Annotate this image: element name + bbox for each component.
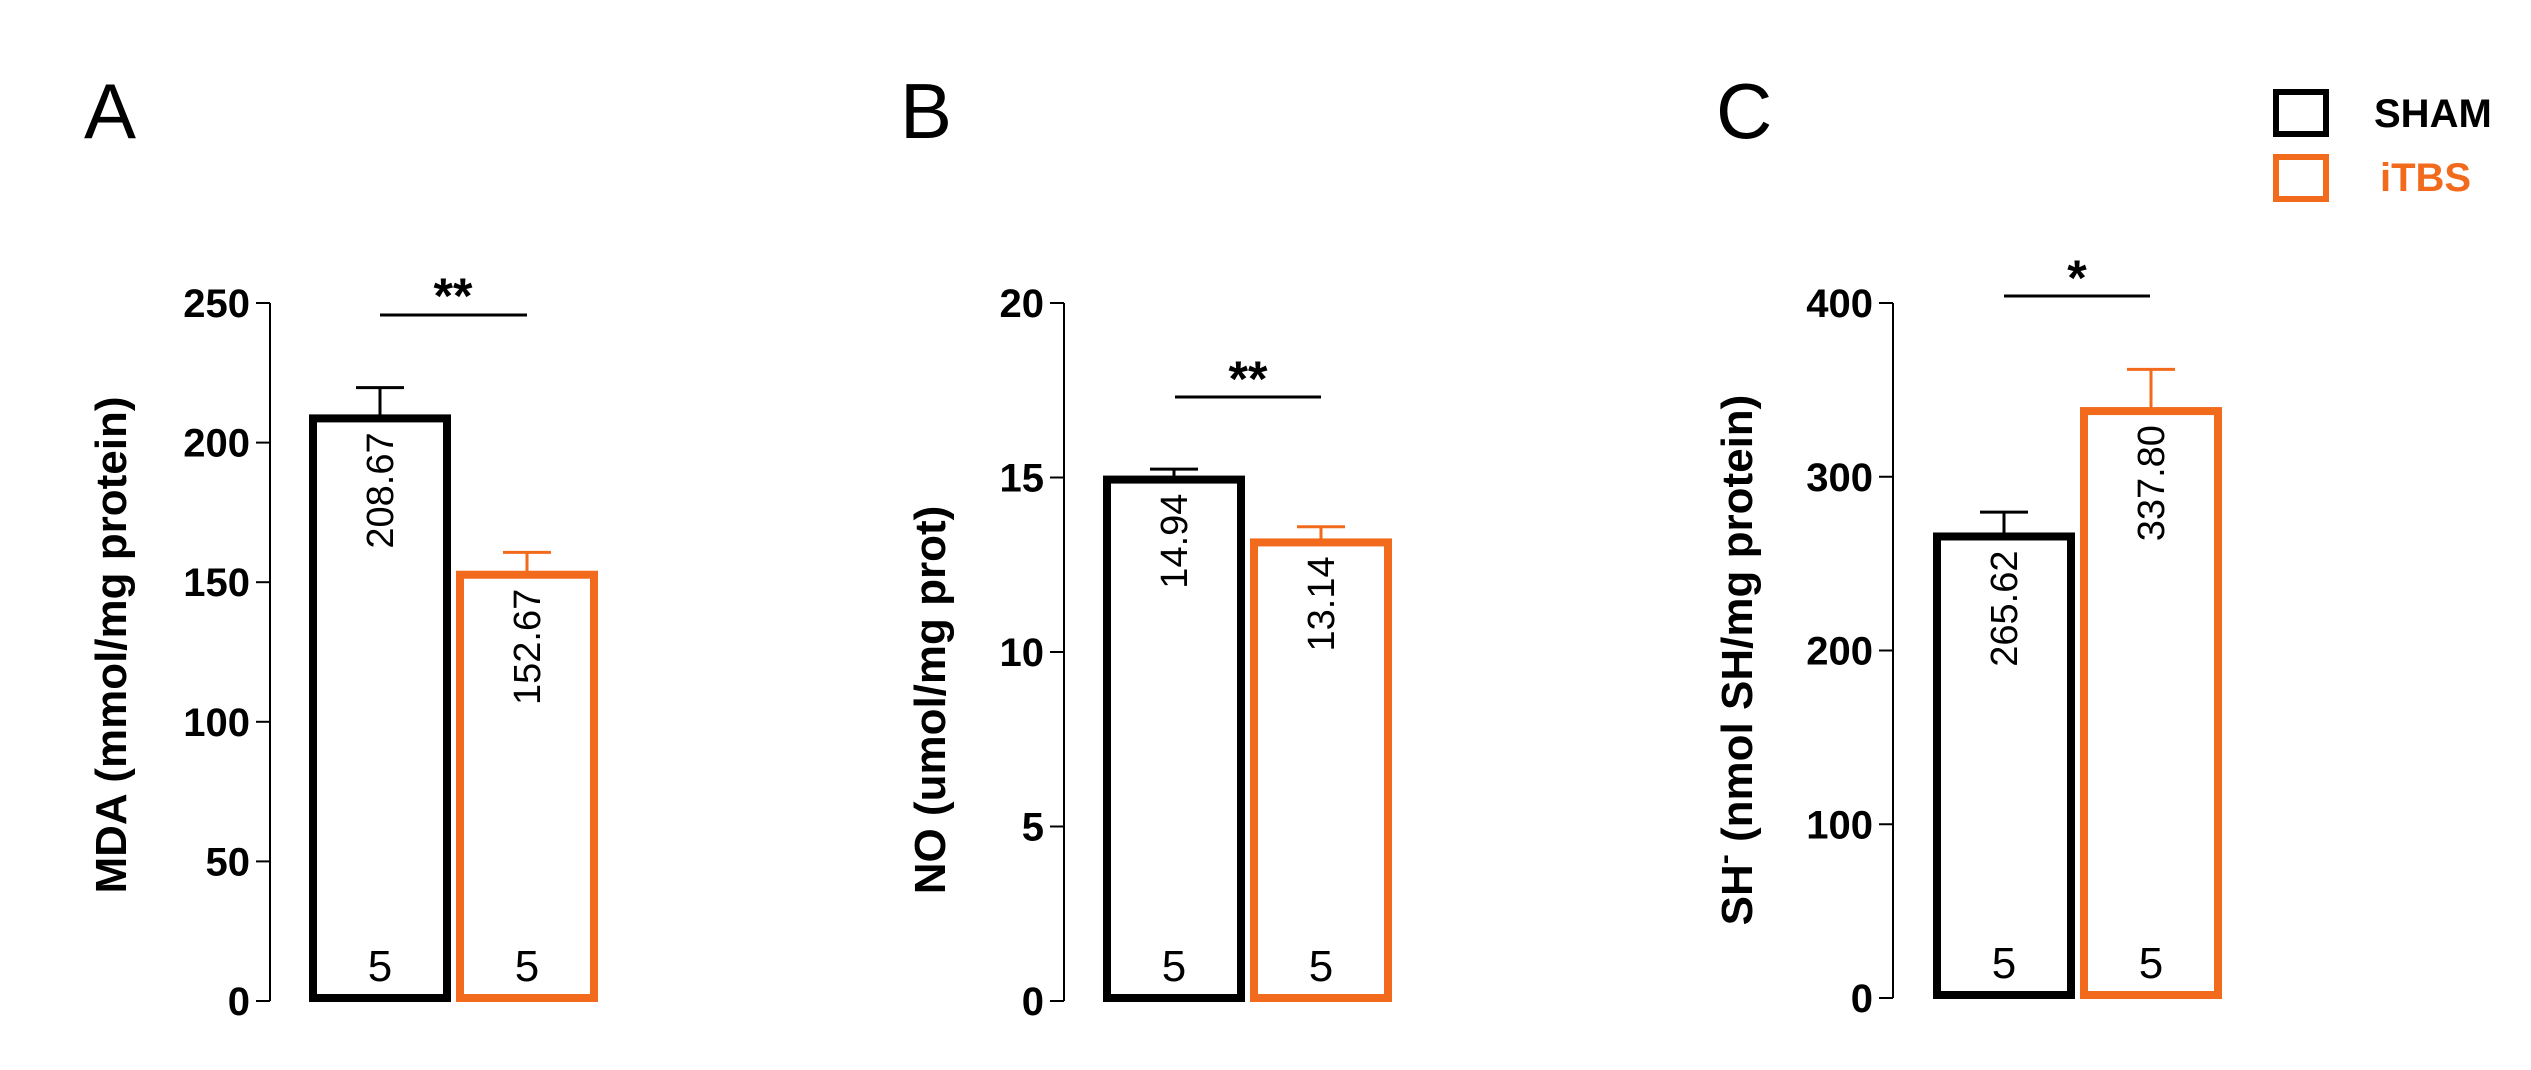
y-tick-label-a-5: 250 [183,282,250,326]
y-axis-title-a: MDA (mmol/mg protein) [87,397,136,894]
y-tick-label-a-0: 0 [228,980,250,1024]
legend: SHAM iTBS [2273,89,2492,202]
y-tick-label-b-2: 10 [1000,631,1045,675]
y-tick-label-c-4: 400 [1806,282,1873,326]
n-label-c-0: 5 [1992,939,2016,988]
y-tick-label-c-0: 0 [1851,977,1873,1021]
chart-panel-b: 0 5 10 15 20 14.94 5 13.14 5 ** [1000,282,1392,1024]
chart-panel-a: 0 50 100 150 200 250 208.67 5 152.67 5 ** [183,268,598,1024]
value-label-b-1: 13.14 [1301,556,1343,651]
panel-letter-b: B [900,67,952,155]
panel-letter-c: C [1716,67,1772,155]
n-label-c-1: 5 [2139,939,2163,988]
bar-c-1 [2080,407,2222,999]
legend-label-sham: SHAM [2374,92,2492,136]
y-axis-title-c-rest: (nmol SH/mg protein) [1713,395,1762,855]
y-tick-label-b-0: 0 [1022,980,1044,1024]
significance-label-a: ** [434,268,473,324]
value-label-c-1: 337.80 [2131,425,2173,541]
y-tick-label-a-1: 50 [206,840,251,884]
panel-letter-a: A [84,67,136,155]
value-label-a-1: 152.67 [507,589,549,705]
y-axis-title-c-main: SH [1713,864,1762,925]
y-axis-title-b: NO (umol/mg prot) [906,506,955,895]
value-label-a-0: 208.67 [360,432,402,548]
y-tick-label-a-4: 200 [183,422,250,466]
bar-a-1 [456,570,598,1002]
y-axis-title-c-sup: - [1708,854,1741,864]
significance-label-b: ** [1229,351,1268,407]
chart-panel-c: 0 100 200 300 400 265.62 5 337.80 5 * [1806,250,2222,1021]
y-tick-label-b-3: 15 [1000,457,1045,501]
significance-label-c: * [2067,250,2087,306]
legend-swatch-sham [2273,89,2329,137]
y-tick-label-c-3: 300 [1806,456,1873,500]
value-label-b-0: 14.94 [1154,494,1196,589]
n-label-b-1: 5 [1309,942,1333,991]
value-label-c-0: 265.62 [1984,550,2026,666]
y-tick-label-c-1: 100 [1806,803,1873,847]
bar-c-0 [1933,532,2075,999]
y-axis-title-c: SH- (nmol SH/mg protein) [1708,395,1762,926]
bar-b-0 [1103,475,1245,1002]
n-label-a-0: 5 [368,942,392,991]
y-tick-label-c-2: 200 [1806,630,1873,674]
y-tick-label-a-2: 100 [183,701,250,745]
legend-swatch-itbs [2273,154,2329,202]
y-tick-label-b-4: 20 [1000,282,1045,326]
n-label-a-1: 5 [515,942,539,991]
bar-a-0 [309,414,451,1002]
legend-label-itbs: iTBS [2380,156,2471,200]
n-label-b-0: 5 [1162,942,1186,991]
bar-b-1 [1250,538,1392,1002]
y-tick-label-b-1: 5 [1022,806,1044,850]
y-tick-label-a-3: 150 [183,561,250,605]
